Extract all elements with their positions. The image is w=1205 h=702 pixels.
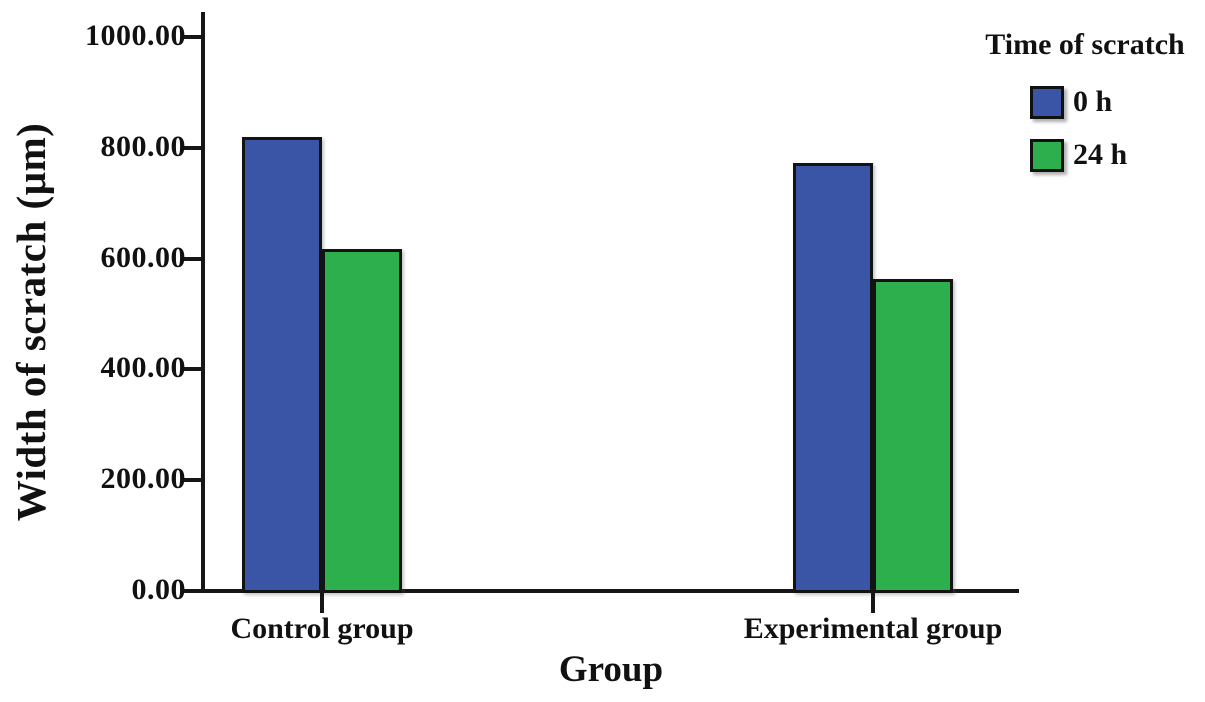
y-tick-mark-200.00: [184, 478, 202, 483]
legend-title: Time of scratch: [985, 28, 1185, 61]
legend-swatch-24-h: [1030, 138, 1064, 172]
legend-item-24-h: 24 h: [1030, 137, 1202, 173]
legend: Time of scratch 0 h 24 h: [968, 28, 1202, 173]
y-tick-label: 600.00: [100, 240, 186, 274]
y-tick-label: 400.00: [100, 351, 186, 385]
bar-experimental-group-0-h: [793, 163, 873, 593]
y-axis-line: [201, 12, 205, 593]
legend-swatch-0-h: [1030, 85, 1064, 119]
legend-label-0-h: 0 h: [1073, 85, 1113, 118]
x-axis-title: Group: [558, 649, 664, 690]
x-category-label-control-group: Control group: [230, 612, 414, 645]
legend-items: 0 h 24 h: [968, 84, 1202, 173]
bar-control-group-24-h: [322, 249, 402, 593]
y-tick-label: 1000.00: [85, 19, 186, 52]
y-tick-mark-800.00: [184, 145, 202, 150]
x-tick-mark-control-group: [320, 589, 324, 613]
y-tick-label: 200.00: [100, 462, 186, 496]
bar-control-group-0-h: [242, 136, 322, 593]
y-tick-mark-400.00: [184, 367, 202, 372]
x-axis-line: [201, 589, 1019, 593]
y-tick-mark-600.00: [184, 256, 202, 261]
legend-item-0-h: 0 h: [1030, 84, 1202, 120]
legend-label-24-h: 24 h: [1073, 138, 1128, 171]
x-category-label-experimental-group: Experimental group: [743, 612, 1003, 645]
y-tick-label: 0.00: [131, 573, 186, 606]
x-tick-mark-experimental-group: [871, 589, 875, 613]
y-tick-mark-1000.00: [184, 35, 202, 39]
y-tick-label: 800.00: [100, 129, 186, 163]
y-tick-mark-0.00: [184, 589, 202, 593]
bar-experimental-group-24-h: [873, 279, 953, 593]
